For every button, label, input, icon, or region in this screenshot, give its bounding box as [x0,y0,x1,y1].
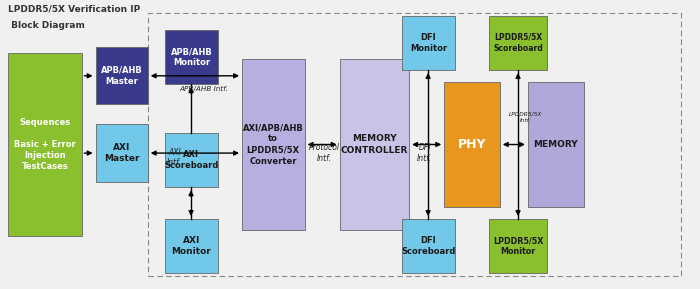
FancyBboxPatch shape [444,81,500,208]
Text: APB/AHB
Monitor: APB/AHB Monitor [171,47,212,67]
Text: MEMORY: MEMORY [533,140,578,149]
Text: LPDDR5/5X
Monitor: LPDDR5/5X Monitor [493,236,543,256]
Text: AXI/APB/AHB
to
LPDDR5/5X
Converter: AXI/APB/AHB to LPDDR5/5X Converter [243,123,304,166]
Text: AXI
Master: AXI Master [104,143,139,163]
Text: DFI
Monitor: DFI Monitor [410,33,447,53]
FancyBboxPatch shape [95,47,148,104]
Text: DFI
Scoreboard: DFI Scoreboard [401,236,456,256]
FancyBboxPatch shape [95,125,148,182]
FancyBboxPatch shape [165,30,218,84]
FancyBboxPatch shape [528,81,584,208]
FancyBboxPatch shape [402,16,454,70]
Text: Sequences

Basic + Error
Injection
TestCases: Sequences Basic + Error Injection TestCa… [14,118,76,171]
Text: LPDDR5/5X Verification IP: LPDDR5/5X Verification IP [8,4,141,13]
FancyBboxPatch shape [165,219,218,273]
Text: AXI
Intf.: AXI Intf. [167,148,182,167]
Text: LPDDR5/5X
Intf.: LPDDR5/5X Intf. [509,112,542,123]
Text: LPDDR5/5X
Scoreboard: LPDDR5/5X Scoreboard [494,33,543,53]
Text: APB/AHB
Master: APB/AHB Master [101,66,143,86]
FancyBboxPatch shape [340,59,410,230]
Text: Protocol
Intf.: Protocol Intf. [309,143,340,163]
FancyBboxPatch shape [489,16,547,70]
Text: APB/AHB Intf.: APB/AHB Intf. [179,86,228,92]
FancyBboxPatch shape [8,53,82,236]
Text: AXI
Scoreboard: AXI Scoreboard [164,150,218,170]
Text: PHY: PHY [458,138,486,151]
FancyBboxPatch shape [489,219,547,273]
FancyBboxPatch shape [402,219,454,273]
FancyBboxPatch shape [242,59,304,230]
FancyBboxPatch shape [165,133,218,188]
Text: AXI
Monitor: AXI Monitor [172,236,211,256]
Text: Block Diagram: Block Diagram [8,21,85,30]
Text: MEMORY
CONTROLLER: MEMORY CONTROLLER [341,134,408,155]
Text: DFI
Intf.: DFI Intf. [417,143,432,163]
